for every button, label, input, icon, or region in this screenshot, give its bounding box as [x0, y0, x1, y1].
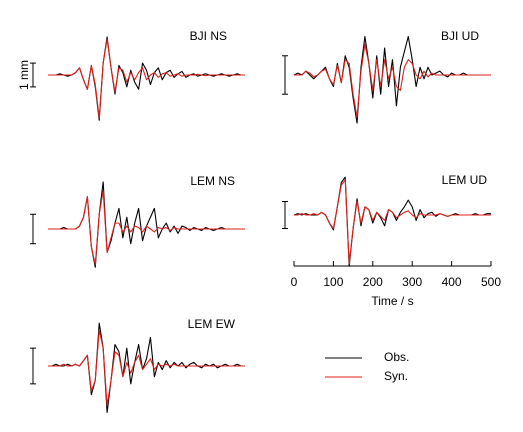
x-tick-label: 500 — [481, 275, 501, 289]
trace — [293, 35, 491, 124]
x-tick-label: 400 — [442, 275, 462, 289]
panel-title: BJI UD — [441, 29, 479, 43]
panel-title: LEM EW — [188, 317, 236, 331]
legend-label: Obs. — [384, 350, 409, 364]
panel-title: LEM UD — [442, 173, 488, 187]
x-tick-label: 0 — [291, 275, 298, 289]
trace — [48, 181, 245, 268]
x-tick-label: 200 — [363, 275, 383, 289]
x-tick-label: 300 — [402, 275, 422, 289]
trace — [48, 190, 245, 265]
x-tick-label: 100 — [323, 275, 343, 289]
trace — [48, 38, 245, 119]
scale-label: 1 mm — [17, 60, 31, 90]
legend-label: Syn. — [384, 369, 408, 383]
panel-title: LEM NS — [190, 174, 235, 188]
trace — [48, 322, 245, 413]
trace — [294, 43, 491, 118]
trace — [48, 329, 245, 406]
trace — [293, 176, 491, 267]
panel-title: BJI NS — [190, 29, 227, 43]
x-axis-label: Time / s — [371, 294, 413, 308]
trace — [294, 179, 491, 265]
